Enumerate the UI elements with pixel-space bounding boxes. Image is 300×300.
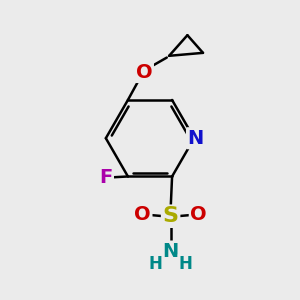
- Text: O: O: [136, 62, 152, 82]
- Text: H: H: [179, 255, 193, 273]
- Text: N: N: [163, 242, 179, 261]
- Text: N: N: [188, 129, 204, 148]
- Text: F: F: [99, 168, 112, 188]
- Text: S: S: [163, 206, 178, 226]
- Text: H: H: [148, 255, 162, 273]
- Text: O: O: [190, 205, 207, 224]
- Text: O: O: [134, 205, 151, 224]
